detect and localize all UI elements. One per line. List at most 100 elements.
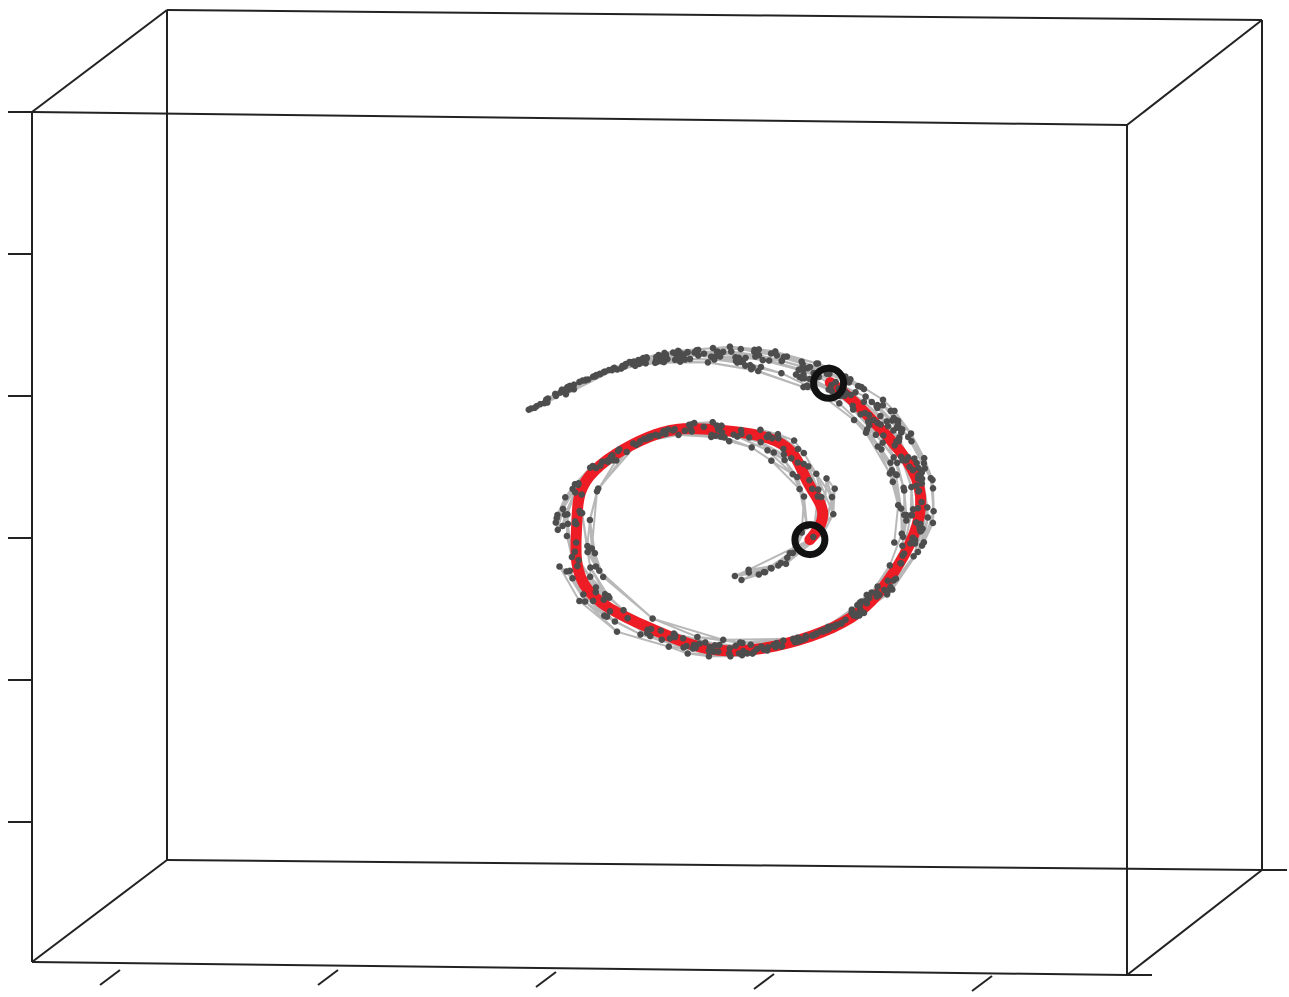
data-point bbox=[576, 507, 583, 515]
box-edge bbox=[166, 9, 1263, 21]
data-point bbox=[576, 597, 583, 605]
data-point bbox=[858, 383, 865, 391]
data-point bbox=[568, 553, 576, 561]
data-point bbox=[814, 493, 821, 500]
data-point bbox=[666, 635, 674, 642]
data-point bbox=[765, 357, 773, 364]
data-point bbox=[584, 548, 591, 556]
data-point bbox=[920, 454, 928, 462]
data-point bbox=[814, 360, 822, 367]
data-point bbox=[616, 446, 623, 453]
data-point bbox=[738, 576, 745, 584]
data-point bbox=[842, 616, 849, 624]
data-point bbox=[927, 474, 935, 482]
graph-edge bbox=[870, 564, 891, 594]
graph-edge bbox=[586, 519, 591, 547]
data-point bbox=[576, 378, 583, 386]
data-point bbox=[563, 532, 571, 540]
data-point bbox=[914, 504, 922, 512]
data-point bbox=[868, 398, 876, 406]
data-point bbox=[862, 429, 870, 437]
graph-edge bbox=[774, 350, 819, 365]
data-point bbox=[633, 441, 640, 449]
data-point bbox=[665, 643, 673, 650]
data-point bbox=[709, 344, 717, 352]
data-point bbox=[637, 631, 644, 638]
data-point bbox=[606, 608, 614, 615]
data-point bbox=[725, 650, 733, 657]
data-point bbox=[581, 598, 589, 605]
graph-edge bbox=[614, 620, 641, 636]
data-point bbox=[704, 359, 712, 366]
data-point bbox=[770, 641, 777, 649]
data-point bbox=[918, 498, 925, 506]
axis-ticks bbox=[8, 111, 1287, 992]
data-point bbox=[557, 389, 564, 396]
data-point bbox=[893, 471, 900, 479]
data-point bbox=[798, 358, 805, 365]
data-point bbox=[852, 389, 859, 396]
data-point bbox=[857, 411, 864, 418]
data-point bbox=[862, 393, 869, 400]
data-point bbox=[655, 432, 662, 440]
data-point bbox=[586, 573, 594, 581]
data-point bbox=[584, 542, 591, 550]
data-point bbox=[755, 571, 763, 578]
box-edge bbox=[31, 111, 1128, 126]
data-point bbox=[571, 489, 579, 496]
graph-edge bbox=[922, 522, 934, 543]
data-point bbox=[658, 636, 666, 643]
data-point bbox=[862, 597, 869, 605]
data-point bbox=[657, 627, 665, 634]
data-point bbox=[715, 648, 722, 655]
data-point bbox=[909, 466, 917, 474]
data-point bbox=[929, 519, 937, 527]
graph-edge bbox=[888, 473, 900, 506]
data-point bbox=[806, 476, 813, 484]
data-point bbox=[742, 354, 749, 362]
data-point bbox=[894, 501, 902, 509]
data-point bbox=[748, 444, 755, 451]
data-point bbox=[636, 360, 644, 367]
data-point bbox=[562, 494, 569, 501]
data-point bbox=[551, 390, 559, 398]
graph-edge bbox=[581, 512, 589, 547]
data-point bbox=[891, 442, 898, 449]
data-point bbox=[920, 459, 928, 467]
data-point bbox=[591, 373, 599, 380]
data-point bbox=[899, 533, 907, 541]
data-point bbox=[929, 485, 937, 492]
graph-edge bbox=[893, 410, 912, 435]
data-point bbox=[914, 548, 922, 556]
data-point bbox=[800, 493, 808, 500]
data-point bbox=[651, 359, 659, 367]
graph-edge bbox=[865, 432, 891, 474]
data-point bbox=[613, 628, 621, 635]
data-point bbox=[865, 411, 873, 419]
data-point bbox=[600, 596, 607, 603]
graph-edge bbox=[815, 473, 833, 498]
data-point bbox=[899, 426, 906, 433]
data-point bbox=[578, 491, 585, 498]
data-point bbox=[823, 475, 830, 482]
data-point bbox=[780, 637, 787, 644]
data-point bbox=[890, 577, 897, 584]
data-point bbox=[877, 412, 884, 420]
data-point bbox=[899, 542, 906, 550]
data-point bbox=[891, 539, 898, 546]
data-point bbox=[711, 356, 718, 363]
data-point bbox=[796, 485, 803, 493]
box-edge bbox=[1126, 869, 1263, 976]
data-point bbox=[601, 368, 608, 376]
data-point bbox=[900, 484, 907, 492]
data-point bbox=[823, 626, 830, 634]
data-point bbox=[591, 549, 599, 557]
data-point bbox=[611, 364, 618, 372]
graph-edge bbox=[929, 478, 935, 512]
data-point bbox=[884, 577, 892, 584]
data-point bbox=[658, 358, 665, 365]
data-point bbox=[594, 485, 602, 492]
data-point bbox=[800, 449, 808, 457]
data-point bbox=[669, 427, 677, 434]
data-point bbox=[742, 362, 749, 370]
